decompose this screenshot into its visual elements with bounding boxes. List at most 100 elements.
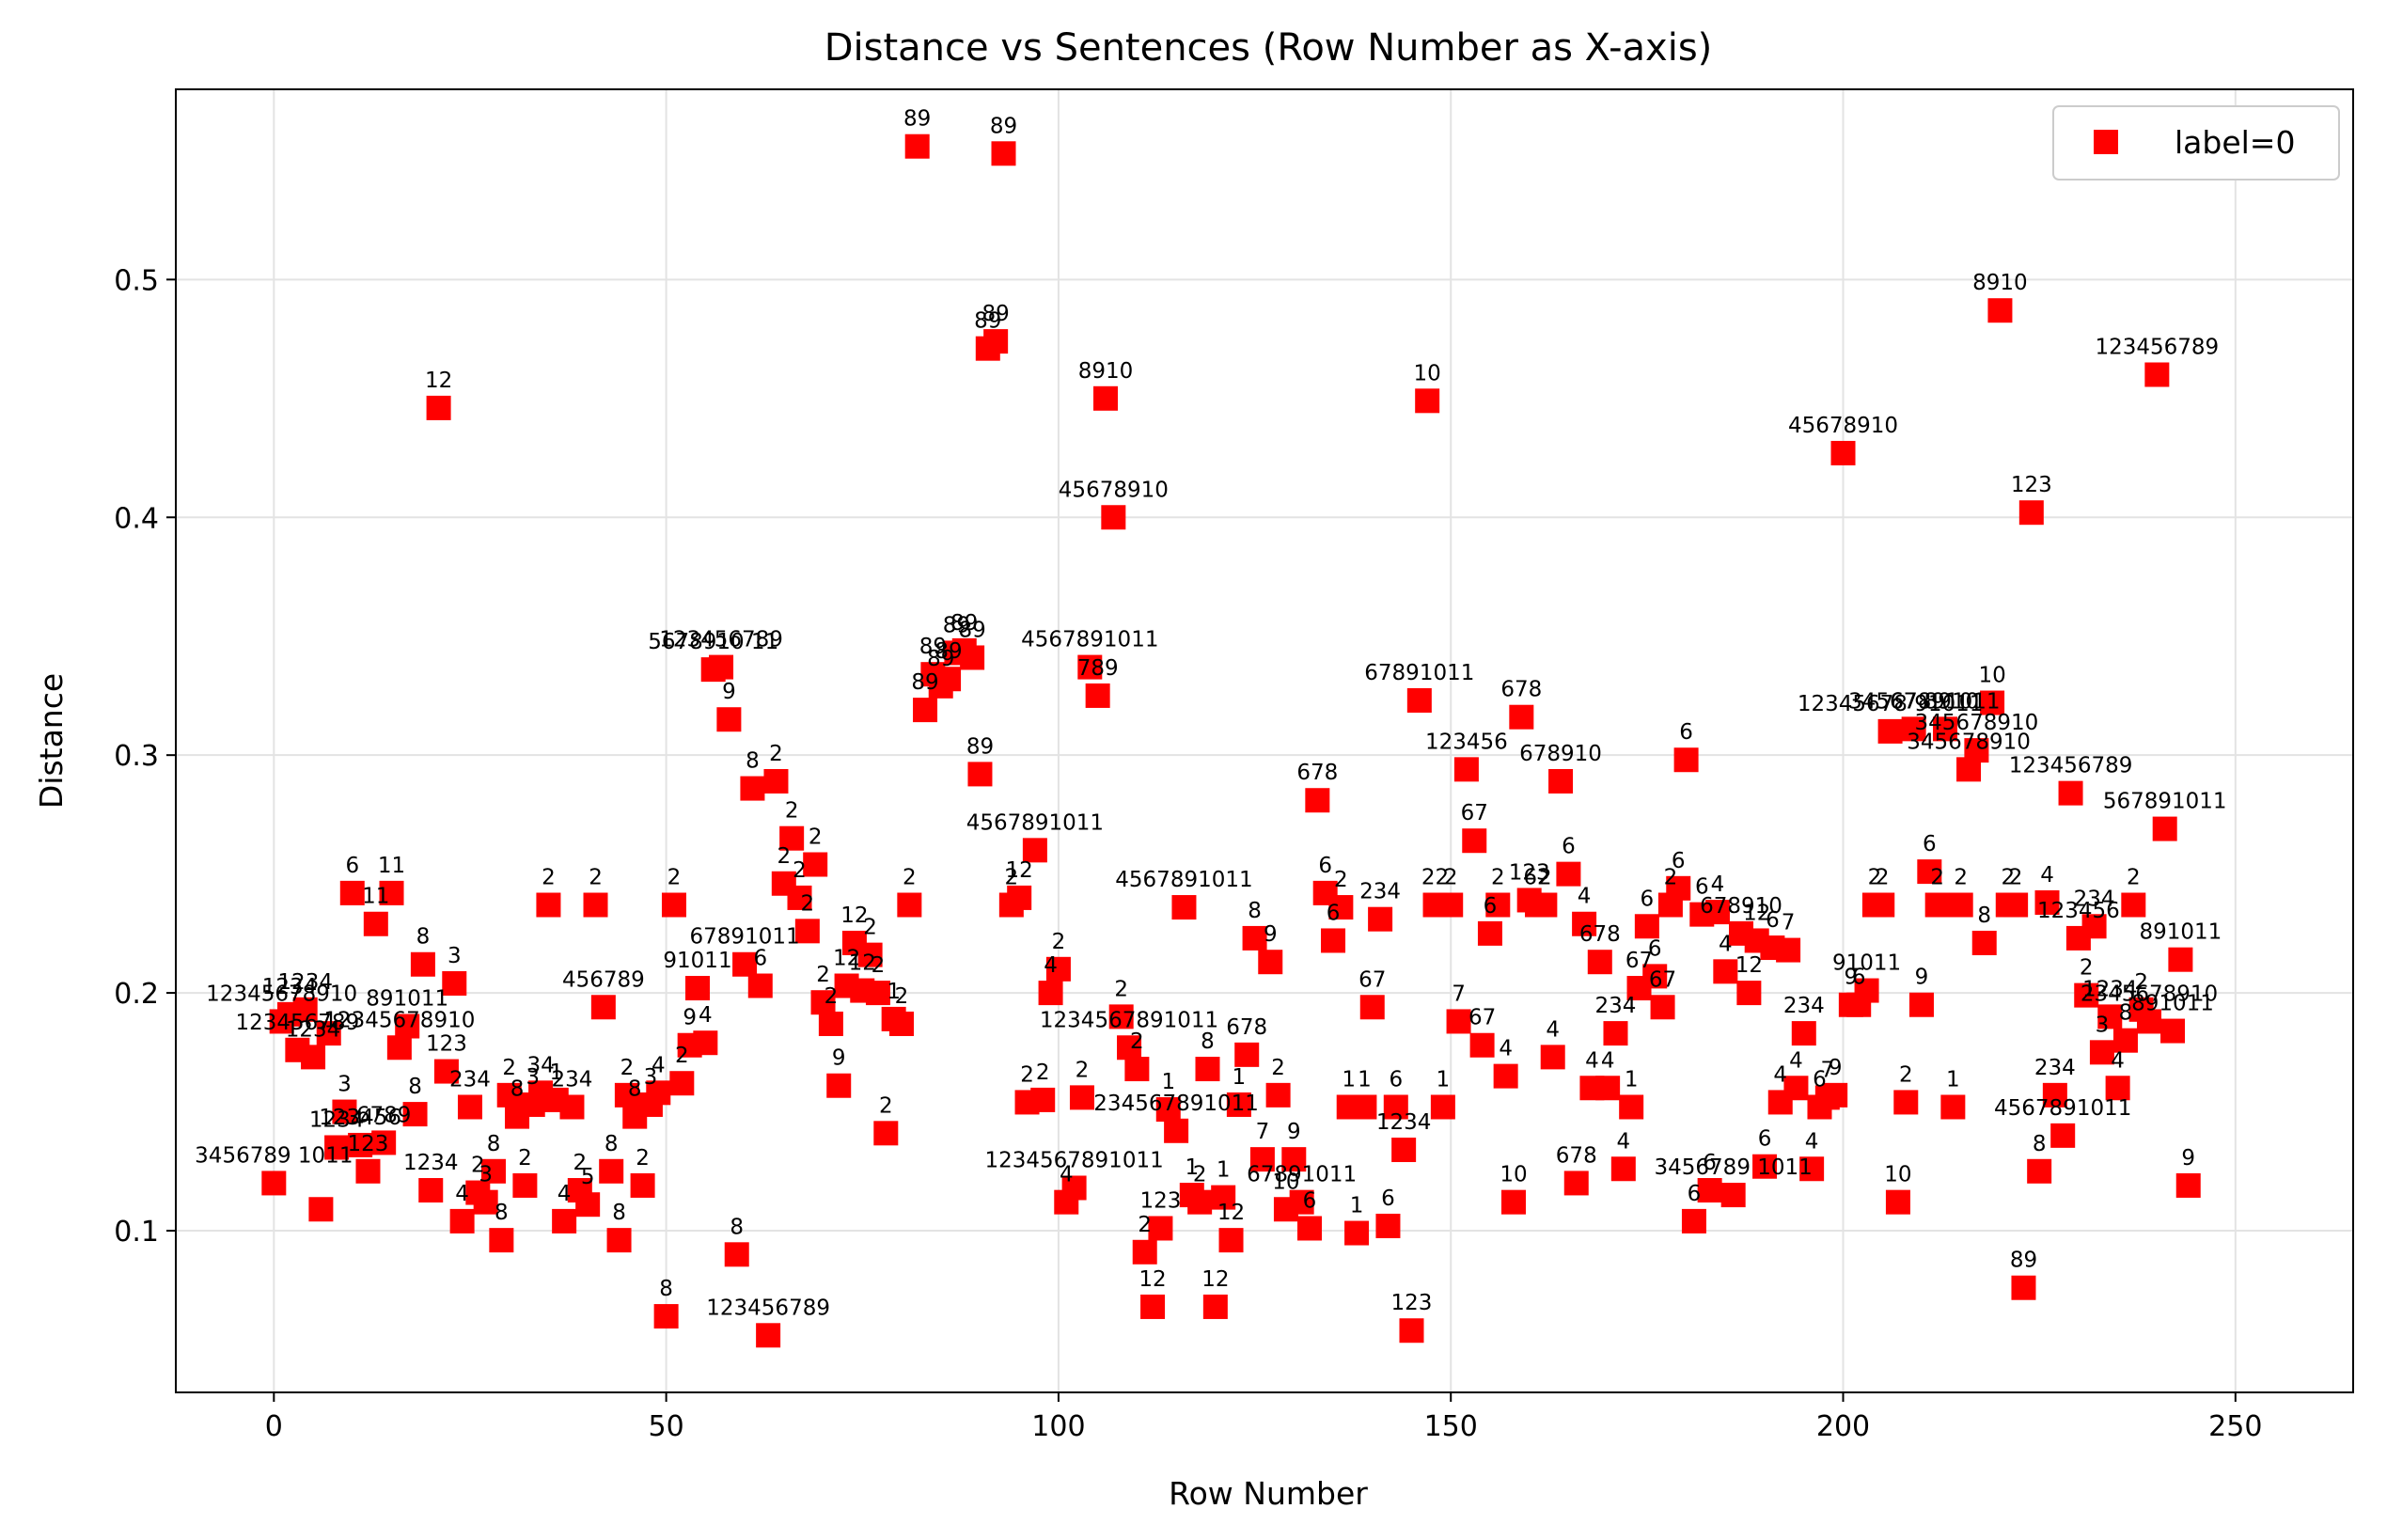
data-point-label: 12345678910 xyxy=(323,1008,475,1032)
data-point-label: 2 xyxy=(573,1151,587,1175)
data-point xyxy=(1572,911,1597,936)
data-point-label: 4 xyxy=(1773,1062,1787,1087)
data-point xyxy=(1908,992,1934,1017)
data-point xyxy=(716,707,742,732)
data-point-label: 8 xyxy=(659,1277,673,1301)
data-point xyxy=(449,1208,475,1234)
data-point-label: 89 xyxy=(958,618,985,642)
data-point-label: 6 xyxy=(1484,894,1498,919)
data-point-label: 9 xyxy=(722,680,736,704)
data-point-label: 678910 xyxy=(1700,894,1782,919)
data-point xyxy=(873,1121,899,1146)
data-point-label: 1234 xyxy=(286,1017,341,1042)
data-point-label: 89 xyxy=(927,647,954,671)
data-point xyxy=(386,1035,412,1061)
data-point-label: 456789 xyxy=(562,967,645,992)
y-tick-label: 0.3 xyxy=(114,740,159,773)
data-point-label: 234 xyxy=(1359,880,1401,904)
data-point xyxy=(1885,1189,1910,1215)
data-point xyxy=(1799,1156,1825,1182)
data-point xyxy=(2121,892,2146,918)
data-point xyxy=(818,1011,843,1036)
data-point-label: 6 xyxy=(1381,1186,1395,1211)
data-point-label: 9 xyxy=(1264,922,1278,947)
data-point-label: 4 xyxy=(1601,1048,1615,1073)
data-point-label: 5 xyxy=(581,1165,595,1189)
data-point-label: 2 xyxy=(1193,1163,1207,1187)
data-point xyxy=(1453,757,1479,782)
data-point xyxy=(1249,1147,1275,1172)
data-point-label: 567891011 xyxy=(2103,790,2227,814)
data-point-label: 10 xyxy=(1272,1170,1299,1194)
data-point-label: 5678910 11 xyxy=(648,630,778,654)
data-point-label: 10 xyxy=(1978,664,2005,688)
data-point xyxy=(826,1073,852,1098)
data-point-label: 2 xyxy=(801,891,815,916)
data-point xyxy=(983,329,1009,354)
data-point xyxy=(967,762,993,787)
data-point-label: 89 xyxy=(903,107,931,132)
data-point-label: 9 xyxy=(832,1046,846,1071)
data-point-label: 4 xyxy=(1546,1017,1560,1042)
data-point-label: 45678910 xyxy=(1788,414,1898,438)
data-point-label: 2 xyxy=(620,1056,635,1080)
data-point xyxy=(606,1228,632,1253)
data-point-label: 8 xyxy=(730,1215,744,1239)
data-point-label: 67 xyxy=(1649,967,1676,992)
x-tick-label: 250 xyxy=(2208,1410,2262,1443)
data-point xyxy=(1752,1154,1778,1179)
data-point-label: 8 xyxy=(408,1075,422,1099)
data-point-label: 891011 xyxy=(2131,992,2214,1016)
data-point-label: 8910 xyxy=(1972,271,2028,295)
data-point-label: 89 xyxy=(950,611,978,636)
data-point-label: 3 xyxy=(644,1065,658,1090)
data-point xyxy=(661,892,686,918)
data-point xyxy=(433,1059,459,1084)
data-point-label: 2 xyxy=(785,799,799,824)
data-point xyxy=(1195,1057,1220,1082)
data-point-label: 2 xyxy=(1954,866,1968,890)
data-point xyxy=(936,667,962,692)
data-point-label: 89 xyxy=(919,635,947,659)
data-point-label: 2 xyxy=(809,825,823,850)
data-point-label: 8 xyxy=(628,1077,642,1102)
data-point-label: 2 xyxy=(816,963,830,987)
data-point xyxy=(496,1082,522,1108)
data-point-label: 4 xyxy=(1719,932,1733,956)
plot-area-frame xyxy=(175,88,2354,1393)
data-point xyxy=(363,911,388,936)
data-point xyxy=(1650,995,1675,1020)
data-point-label: 123 xyxy=(348,1132,389,1156)
data-point-label: 6 xyxy=(1813,1067,1827,1092)
data-point-label: 678 xyxy=(1556,1143,1597,1168)
data-point-label: 8 xyxy=(2119,1001,2133,1026)
data-point xyxy=(1359,995,1385,1020)
data-point xyxy=(1045,956,1071,982)
data-point xyxy=(1776,937,1801,963)
data-point-label: 7 xyxy=(1256,1120,1270,1144)
data-point-label: 345678910 xyxy=(1915,711,2039,735)
data-point xyxy=(1493,1063,1518,1089)
data-point xyxy=(1917,859,1942,885)
data-point xyxy=(756,1323,781,1348)
data-point xyxy=(1634,914,1659,939)
data-point-label: 2 xyxy=(1664,866,1678,890)
data-point-label: 2 xyxy=(1114,977,1128,1001)
x-tick-label: 0 xyxy=(265,1410,283,1443)
data-point-label: 1 xyxy=(1437,1067,1451,1092)
data-point-label: 234 xyxy=(2074,887,2115,911)
data-point-label: 1 xyxy=(1161,1070,1175,1094)
data-point-label: 67 xyxy=(1358,967,1386,992)
data-point xyxy=(1509,704,1534,730)
data-point xyxy=(395,1014,420,1039)
data-point-label: 3 xyxy=(448,944,462,968)
data-point-label: 234567891011 xyxy=(1093,1092,1259,1116)
data-point xyxy=(1164,1118,1189,1143)
data-point-label: 4567891011 xyxy=(1021,628,1158,652)
data-point-label: 6 xyxy=(1648,936,1662,961)
data-point-label: 89 xyxy=(934,639,962,664)
data-point xyxy=(1092,385,1118,411)
data-point xyxy=(1610,1156,1636,1182)
data-point-label: 6789 xyxy=(356,1103,412,1127)
